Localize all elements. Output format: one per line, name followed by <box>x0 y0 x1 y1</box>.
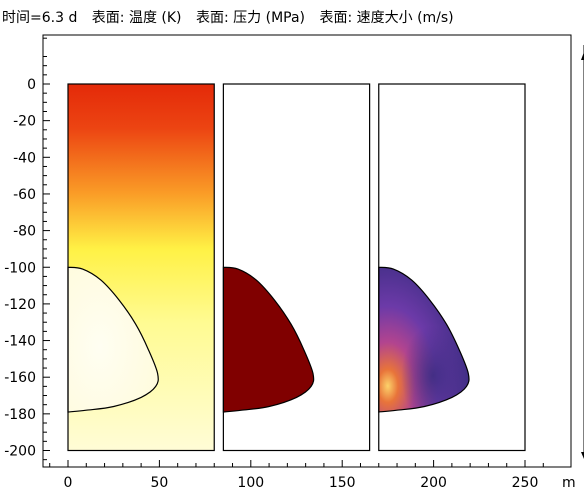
y-tick-label: 0 <box>27 77 36 93</box>
panel-label-temperature: 表面: 温度 (K) <box>91 10 182 26</box>
y-tick-label: -100 <box>4 260 36 276</box>
cavity-outline <box>67 266 159 413</box>
y-tick-label: -20 <box>13 114 36 130</box>
y-tick-label: -200 <box>4 444 36 460</box>
panel-label-velocity: 表面: 速度大小 (m/s) <box>319 10 454 26</box>
panel-pressure <box>222 83 371 452</box>
x-tick-label: 50 <box>150 475 168 491</box>
y-tick-label: -40 <box>13 150 36 166</box>
velocity-outline <box>378 266 470 413</box>
axis-arrow-up-icon <box>581 52 584 60</box>
panel-label-pressure: 表面: 压力 (MPa) <box>195 10 305 26</box>
plot-frame <box>42 34 572 468</box>
x-tick-label: 100 <box>237 475 264 491</box>
panel-temperature <box>67 83 215 452</box>
axis-arrow-down-icon <box>581 452 584 459</box>
y-tick-label: -80 <box>13 224 36 240</box>
x-tick-label: 200 <box>420 475 447 491</box>
axis-arrows <box>581 45 584 459</box>
x-tick-label: 0 <box>64 475 73 491</box>
y-tick-label: -120 <box>4 297 36 313</box>
panels <box>67 83 526 452</box>
panel-border <box>67 83 215 452</box>
time-label: 时间=6.3 d <box>2 10 78 26</box>
y-tick-label: -140 <box>4 334 36 350</box>
panel-velocity_magnitude <box>378 83 526 452</box>
y-tick-label: -60 <box>13 187 36 203</box>
y-tick-label: -160 <box>4 370 36 386</box>
panel-border <box>378 83 526 452</box>
y-tick-label: -180 <box>4 407 36 423</box>
y-axis: 0 -20 -40 -60 -80 -100 -120 -140 -160 -180 -200 <box>4 37 50 461</box>
x-tick-label: 250 <box>512 475 539 491</box>
x-axis: 0 50 100 150 200 250 <box>49 460 544 491</box>
x-tick-label: 150 <box>329 475 356 491</box>
pressure-field <box>222 266 315 413</box>
plot-title: 时间=6.3 d 表面: 温度 (K) 表面: 压力 (MPa) 表面: 速度大… <box>2 7 464 27</box>
panel-border <box>222 83 371 452</box>
x-unit-label: m <box>562 475 576 491</box>
